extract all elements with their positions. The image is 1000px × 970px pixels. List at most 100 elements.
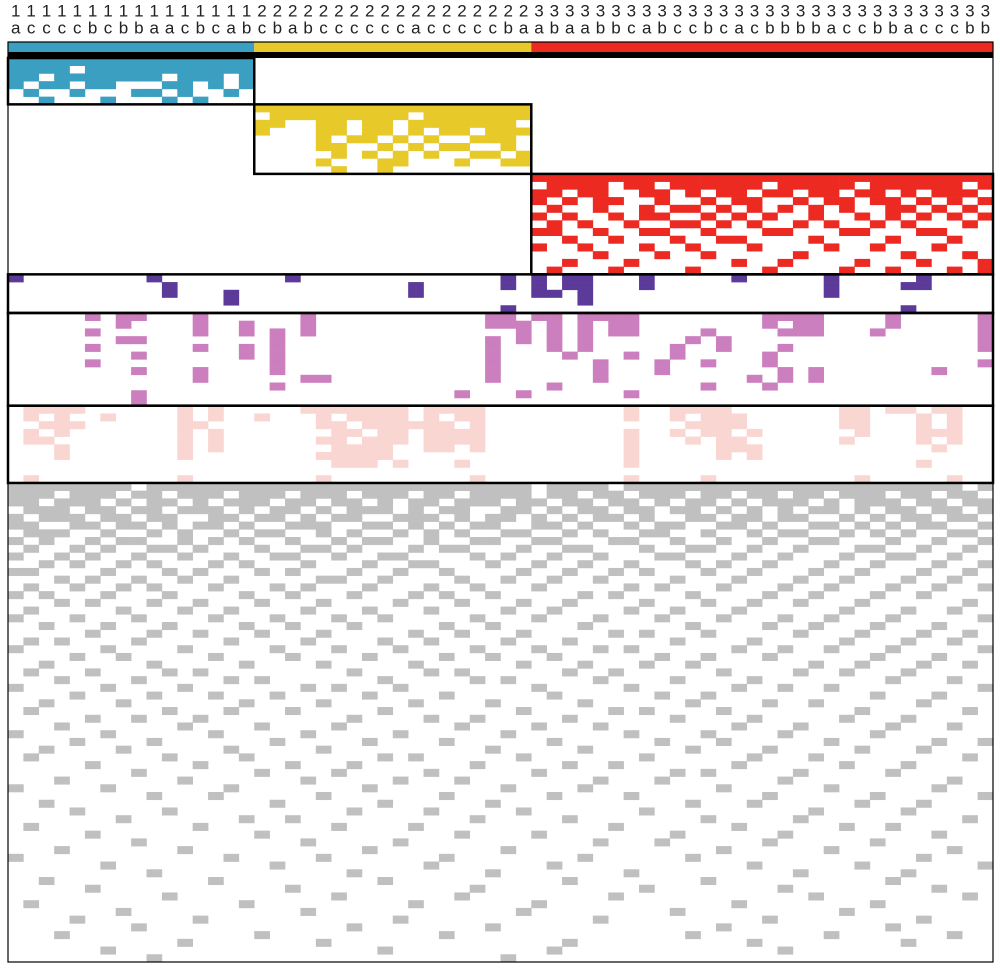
- cell: [361, 846, 378, 855]
- cell: [146, 274, 163, 283]
- cell: [531, 197, 547, 206]
- cell: [746, 490, 763, 499]
- cell: [208, 482, 224, 491]
- cell: [869, 691, 886, 700]
- cell: [531, 243, 547, 252]
- cell: [84, 328, 101, 337]
- cell: [161, 668, 178, 677]
- cell: [885, 235, 901, 244]
- cell: [238, 343, 255, 352]
- cell: [315, 506, 332, 515]
- cell: [269, 583, 286, 592]
- cell: [485, 104, 501, 113]
- cell: [839, 204, 855, 213]
- cell: [654, 691, 671, 700]
- cell: [131, 351, 147, 360]
- cell: [54, 552, 70, 561]
- cell: [192, 915, 209, 924]
- cell: [438, 737, 455, 746]
- cell: [84, 830, 101, 839]
- column-label: a: [11, 18, 21, 37]
- cell: [469, 444, 486, 453]
- cell: [946, 676, 963, 685]
- cell: [808, 181, 825, 190]
- cell: [377, 676, 394, 685]
- cell: [562, 197, 578, 206]
- cell: [331, 537, 347, 546]
- cell: [623, 498, 640, 507]
- cell: [654, 776, 671, 785]
- cell: [23, 668, 40, 677]
- cell: [977, 212, 994, 221]
- cell: [869, 560, 886, 569]
- cell: [562, 282, 578, 291]
- cell: [592, 776, 609, 785]
- cell: [700, 251, 717, 260]
- cell: [823, 274, 840, 283]
- cell: [762, 652, 778, 661]
- cell: [562, 529, 578, 538]
- column-group-label: 1: [149, 1, 158, 20]
- cell: [500, 312, 517, 322]
- cell: [531, 583, 547, 592]
- cell: [315, 112, 332, 121]
- cell: [916, 498, 932, 507]
- cell: [315, 529, 332, 538]
- column-label: a: [411, 18, 421, 37]
- cell: [54, 73, 70, 82]
- cell: [839, 606, 855, 615]
- cell: [69, 498, 86, 507]
- cell: [23, 506, 40, 515]
- cell: [639, 529, 655, 538]
- cell: [731, 822, 748, 831]
- cell: [654, 498, 671, 507]
- cell: [392, 405, 409, 414]
- cell: [177, 537, 193, 546]
- cell: [146, 560, 163, 569]
- cell: [192, 421, 209, 430]
- cell: [946, 931, 963, 940]
- cell: [946, 552, 963, 561]
- cell: [331, 552, 347, 561]
- cell: [623, 320, 640, 329]
- cell: [38, 65, 55, 74]
- cell: [654, 652, 671, 661]
- cell: [346, 444, 363, 453]
- cell: [977, 498, 994, 507]
- cell: [931, 560, 948, 569]
- column-group-label: 3: [811, 1, 820, 20]
- cell: [531, 274, 547, 283]
- column-group-label: 3: [765, 1, 774, 20]
- cell: [700, 815, 717, 824]
- cell: [823, 282, 840, 291]
- cell: [731, 413, 748, 422]
- cell: [869, 792, 886, 801]
- cell: [23, 529, 40, 538]
- cell: [639, 567, 655, 576]
- cell: [485, 343, 501, 352]
- cell: [685, 189, 701, 198]
- cell: [23, 436, 40, 445]
- column-group-label: 3: [580, 1, 589, 20]
- cell: [131, 537, 147, 546]
- cell: [392, 436, 409, 445]
- column-group-label: 3: [796, 1, 805, 20]
- column-group-label: 3: [981, 1, 990, 20]
- cell: [177, 683, 193, 692]
- cell: [592, 482, 609, 491]
- cell: [869, 591, 886, 600]
- cell: [115, 560, 132, 569]
- cell: [54, 931, 70, 940]
- cell: [839, 513, 855, 522]
- cell: [669, 506, 686, 515]
- cell: [223, 606, 240, 615]
- cell: [254, 490, 270, 499]
- cell: [715, 204, 732, 213]
- cell: [715, 173, 732, 182]
- cell: [254, 830, 270, 839]
- cell: [839, 181, 855, 190]
- cell: [562, 637, 578, 646]
- cell: [577, 498, 594, 507]
- cell: [608, 629, 624, 638]
- cell: [146, 954, 163, 963]
